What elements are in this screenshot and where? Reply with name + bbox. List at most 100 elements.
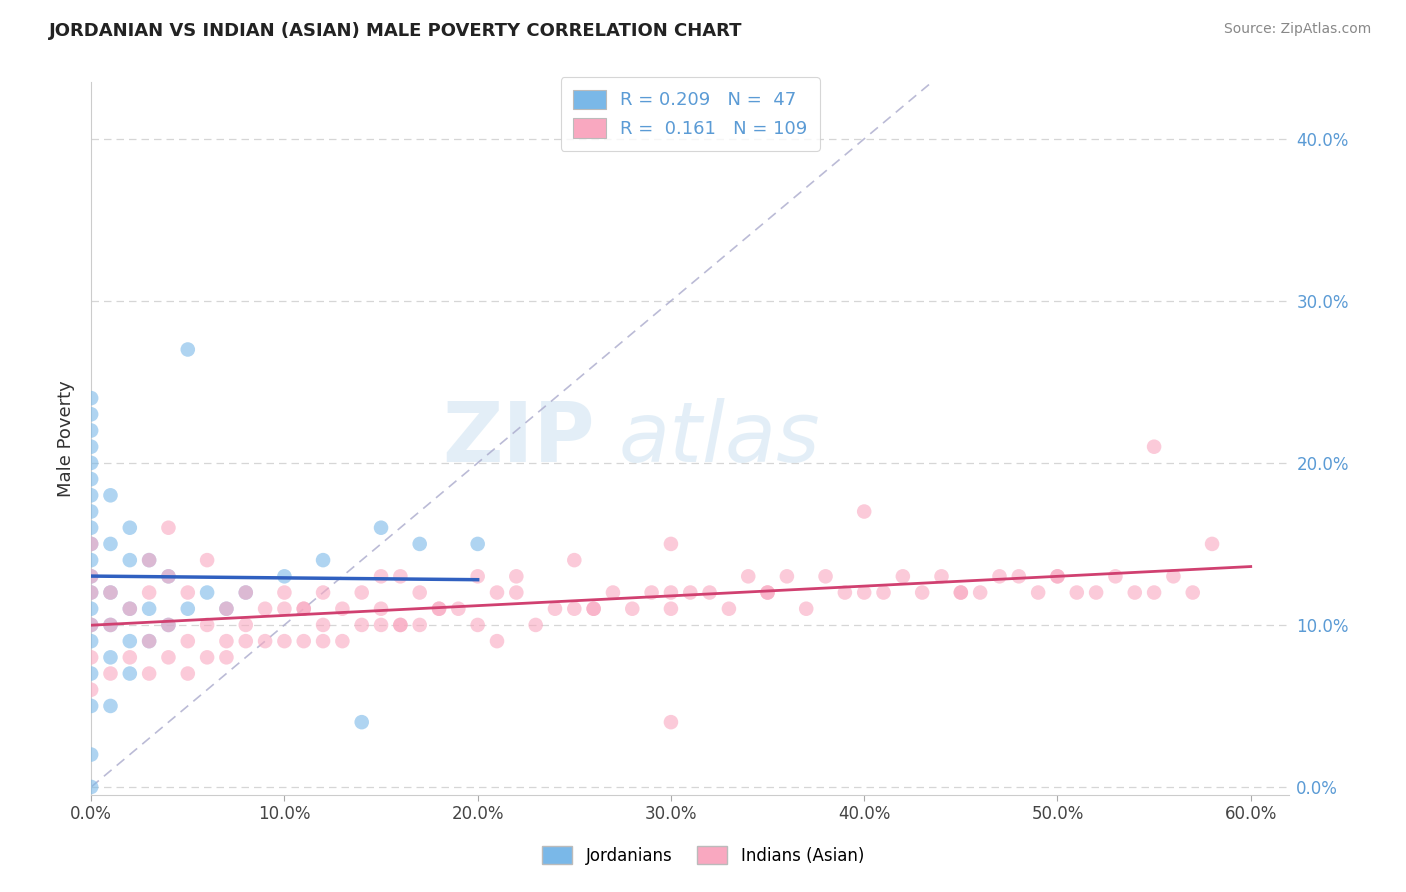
Point [80, 650, 103, 665]
Point [80, 424, 103, 438]
Point [80, 585, 103, 599]
Point [1123, 585, 1146, 599]
Point [409, 618, 432, 632]
Point [467, 618, 489, 632]
Point [370, 618, 392, 632]
Point [273, 601, 295, 615]
Point [949, 585, 972, 599]
Point [485, 585, 508, 599]
Point [254, 634, 277, 648]
Point [1143, 440, 1166, 454]
Point [1046, 569, 1069, 583]
Point [717, 601, 740, 615]
Point [312, 634, 335, 648]
Point [80, 780, 103, 794]
Point [80, 488, 103, 502]
Point [157, 650, 180, 665]
Point [100, 585, 122, 599]
Point [80, 682, 103, 697]
Point [80, 634, 103, 648]
Point [292, 601, 315, 615]
Point [215, 601, 238, 615]
Point [138, 634, 160, 648]
Point [292, 634, 315, 648]
Point [100, 618, 122, 632]
Point [582, 601, 605, 615]
Point [505, 585, 527, 599]
Point [138, 585, 160, 599]
Point [350, 618, 373, 632]
Point [80, 456, 103, 470]
Point [640, 585, 662, 599]
Point [467, 569, 489, 583]
Point [834, 585, 856, 599]
Point [80, 440, 103, 454]
Point [679, 585, 702, 599]
Point [427, 601, 450, 615]
Point [195, 618, 218, 632]
Point [157, 521, 180, 535]
Point [931, 569, 953, 583]
Point [524, 618, 547, 632]
Point [756, 585, 779, 599]
Point [100, 537, 122, 551]
Point [235, 585, 257, 599]
Point [80, 618, 103, 632]
Text: JORDANIAN VS INDIAN (ASIAN) MALE POVERTY CORRELATION CHART: JORDANIAN VS INDIAN (ASIAN) MALE POVERTY… [49, 22, 742, 40]
Point [273, 585, 295, 599]
Point [118, 601, 141, 615]
Point [1163, 569, 1185, 583]
Point [794, 601, 817, 615]
Point [1085, 585, 1108, 599]
Point [235, 618, 257, 632]
Point [332, 634, 354, 648]
Point [177, 585, 200, 599]
Point [80, 618, 103, 632]
Point [215, 634, 238, 648]
Point [118, 553, 141, 567]
Point [80, 698, 103, 713]
Point [100, 488, 122, 502]
Point [254, 601, 277, 615]
Point [118, 666, 141, 681]
Point [853, 585, 876, 599]
Point [80, 553, 103, 567]
Point [177, 601, 200, 615]
Point [292, 601, 315, 615]
Point [235, 634, 257, 648]
Point [389, 618, 412, 632]
Point [80, 569, 103, 583]
Point [100, 585, 122, 599]
Point [756, 585, 779, 599]
Point [157, 618, 180, 632]
Point [80, 472, 103, 486]
Point [177, 634, 200, 648]
Point [312, 618, 335, 632]
Point [1066, 585, 1088, 599]
Point [370, 569, 392, 583]
Point [118, 634, 141, 648]
Legend: R = 0.209   N =  47, R =  0.161   N = 109: R = 0.209 N = 47, R = 0.161 N = 109 [561, 77, 820, 151]
Point [621, 601, 644, 615]
Point [1008, 569, 1031, 583]
Point [659, 585, 682, 599]
Point [447, 601, 470, 615]
Point [80, 747, 103, 762]
Point [872, 585, 894, 599]
Point [602, 585, 624, 599]
Point [80, 391, 103, 405]
Point [737, 569, 759, 583]
Point [1026, 585, 1049, 599]
Point [467, 537, 489, 551]
Point [138, 666, 160, 681]
Point [485, 634, 508, 648]
Point [80, 666, 103, 681]
Text: ZIP: ZIP [441, 398, 595, 479]
Point [544, 601, 567, 615]
Point [195, 650, 218, 665]
Point [80, 569, 103, 583]
Point [814, 569, 837, 583]
Point [215, 601, 238, 615]
Point [409, 537, 432, 551]
Point [80, 537, 103, 551]
